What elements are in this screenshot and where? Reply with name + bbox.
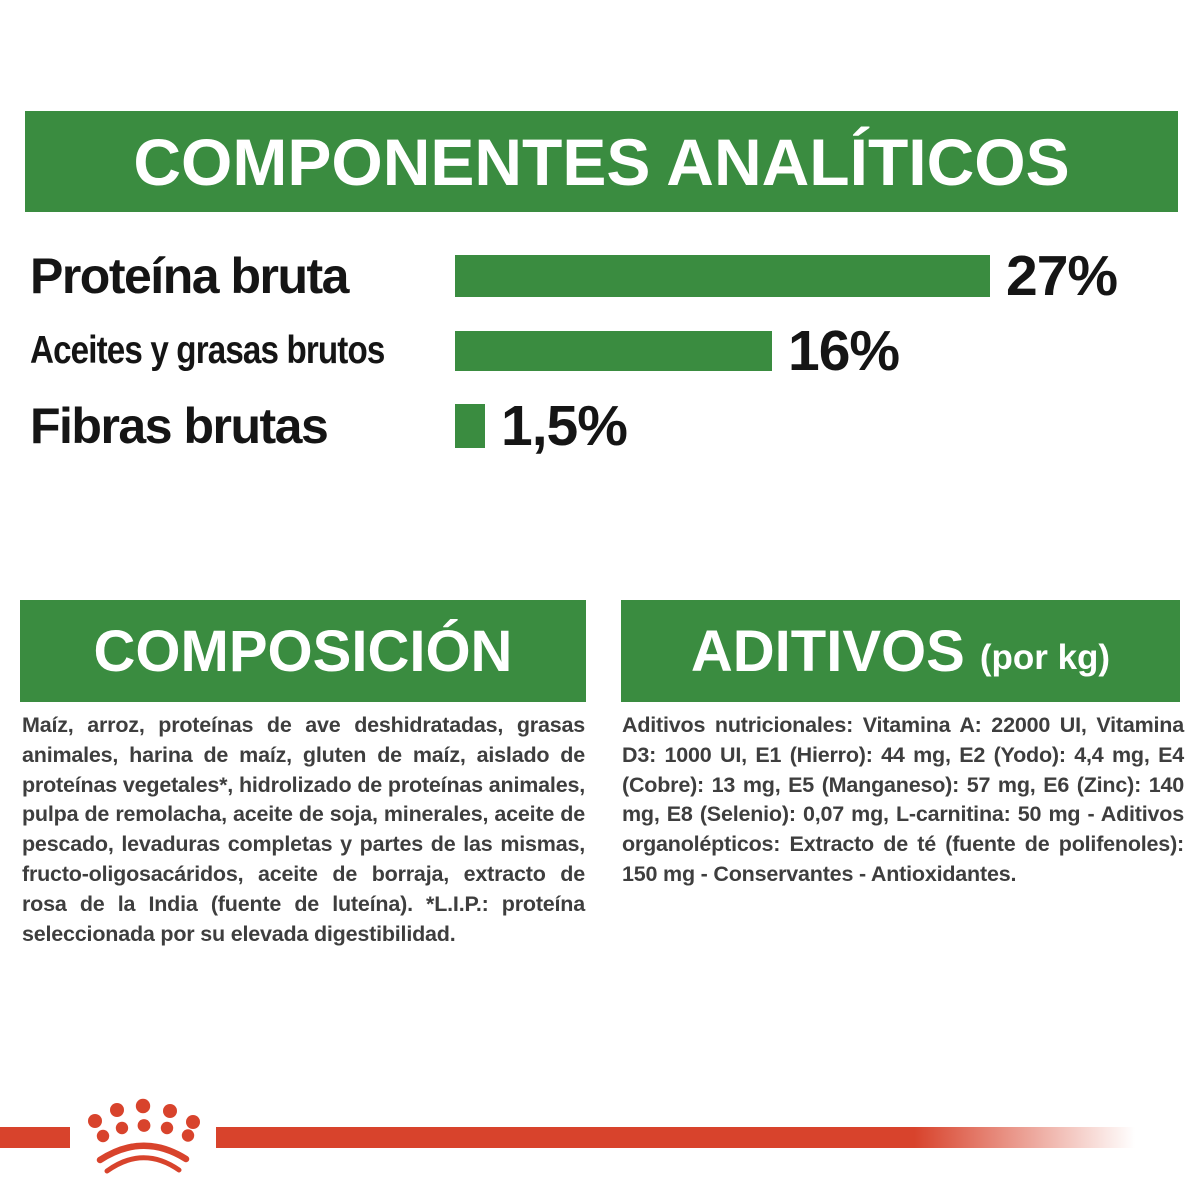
bar-value: 16% — [788, 319, 900, 383]
additives-title: ADITIVOS — [690, 618, 965, 684]
additives-body-text: Aditivos nutricionales: Vitamina A: 2200… — [622, 713, 1184, 886]
additives-subtitle: (por kg) — [979, 638, 1111, 677]
royal-canin-crown-icon — [88, 1098, 200, 1174]
composition-title: COMPOSICIÓN — [93, 618, 513, 684]
bar-label: Proteína bruta — [30, 248, 349, 304]
chart-row-protein: Proteína bruta 27% — [30, 243, 1180, 309]
brand-line-right — [216, 1127, 1135, 1148]
brand-line-left — [0, 1127, 70, 1148]
analytical-title: COMPONENTES ANALÍTICOS — [133, 124, 1070, 199]
chart-row-fats: Aceites y grasas brutos 16% — [30, 319, 1180, 383]
composition-header-banner: COMPOSICIÓN — [20, 600, 586, 702]
bar-fibre — [455, 404, 485, 448]
bar-label: Fibras brutas — [30, 398, 329, 454]
bar-fats — [455, 331, 772, 371]
chart-row-fibre: Fibras brutas 1,5% — [30, 394, 1180, 458]
additives-header-banner: ADITIVOS (por kg) — [621, 600, 1180, 702]
bar-value: 1,5% — [501, 394, 628, 458]
composition-body-text: Maíz, arroz, proteínas de ave deshidrata… — [22, 713, 585, 946]
bar-protein — [455, 255, 990, 297]
bar-label: Aceites y grasas brutos — [30, 329, 385, 372]
analytical-header-banner: COMPONENTES ANALÍTICOS — [25, 111, 1178, 212]
bar-value: 27% — [1006, 244, 1118, 308]
